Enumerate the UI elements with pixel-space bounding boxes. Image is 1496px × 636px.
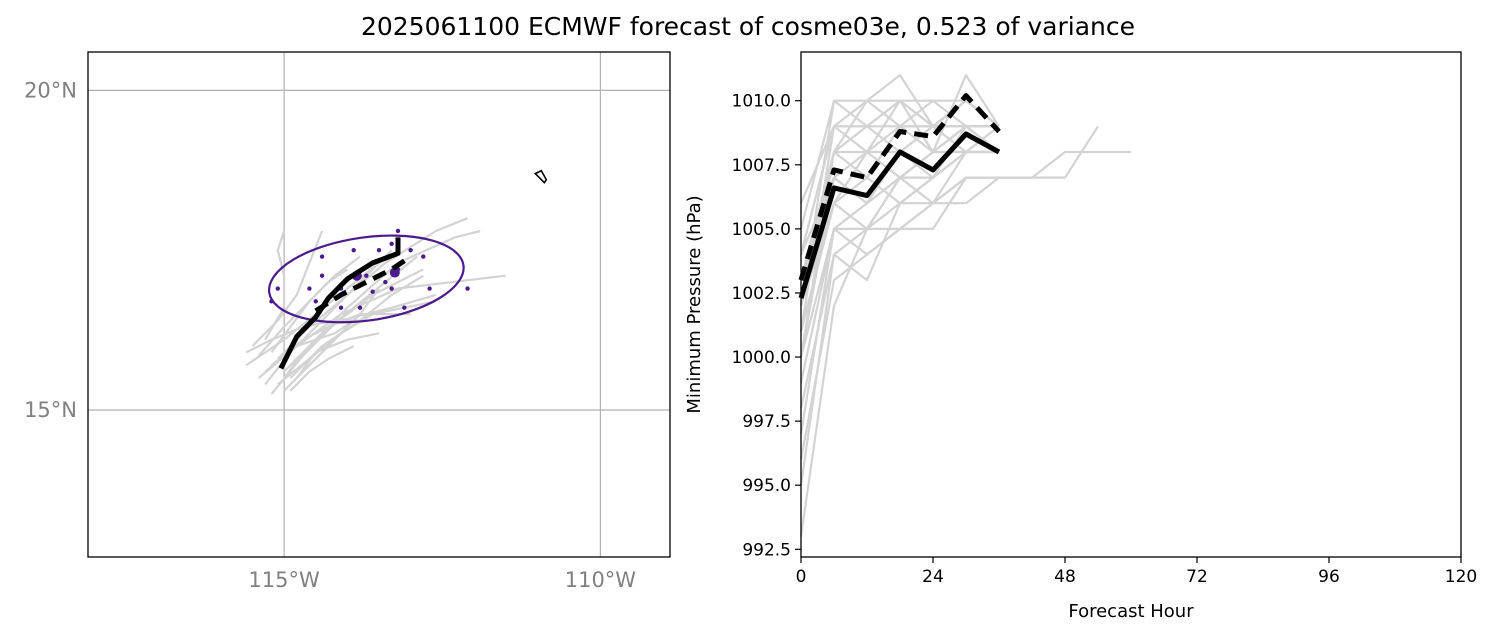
y-tick-label: 1007.5	[732, 156, 791, 176]
ensemble-position-dot	[275, 286, 280, 291]
x-tick-label: 24	[922, 567, 944, 587]
mean-position-marker	[389, 267, 400, 278]
pressure-frame	[800, 51, 1462, 558]
pressure-contour	[533, 169, 548, 184]
highlight-track-solid	[278, 237, 401, 370]
ensemble-position-dot	[357, 305, 363, 310]
pressure-panel: 0 24 48 72 96 120 992.5 995.0 997.5 1000.0 1002.5 1…	[684, 51, 1477, 622]
y-tick-label: 1005.0	[732, 220, 791, 240]
x-tick-label: 72	[1186, 567, 1208, 587]
ensemble-position-dot	[319, 273, 325, 278]
y-axis-label: Minimum Pressure (hPa)	[684, 195, 705, 413]
map-lon-label: 110°W	[565, 568, 637, 592]
ensemble-position-dot	[269, 299, 274, 304]
ensemble-position-dot	[370, 289, 375, 294]
ensemble-position-dot	[402, 305, 407, 310]
ensemble-pressure-line	[799, 99, 999, 255]
map-lat-label: 20°N	[24, 78, 77, 102]
ensemble-position-dot	[313, 299, 318, 304]
uncertainty-ellipse	[267, 234, 465, 324]
map-frame	[87, 51, 671, 558]
ensemble-track	[257, 255, 361, 357]
map-lon-label: 115°W	[248, 568, 320, 592]
map-panel: 115°W 110°W 15°N 20°N	[24, 51, 671, 592]
ensemble-position-dot	[395, 228, 401, 234]
mean-pressure-dashed	[798, 93, 1001, 281]
x-tick-label: 48	[1054, 567, 1076, 587]
ensemble-position-dot	[319, 254, 325, 259]
y-tick-label: 997.5	[742, 412, 791, 432]
ensemble-pressure-line	[799, 150, 966, 332]
ensemble-position-dot	[408, 247, 413, 253]
ensemble-track	[289, 345, 355, 392]
ensemble-pressure-line	[799, 177, 967, 537]
x-tick-label: 0	[796, 567, 807, 587]
ensemble-position-dot	[364, 273, 369, 278]
ensemble-track	[264, 230, 286, 341]
y-tick-label: 1000.0	[732, 348, 791, 368]
ensemble-position-dot	[389, 286, 394, 291]
map-lat-label: 15°N	[24, 398, 77, 422]
mean-track-dashed	[314, 254, 412, 314]
y-tick-label: 1002.5	[732, 284, 791, 304]
ensemble-position-dot	[427, 286, 432, 291]
y-tick-label: 995.0	[742, 476, 791, 496]
ensemble-track	[295, 332, 380, 379]
x-tick-label: 96	[1318, 567, 1340, 587]
y-tick-label: 1010.0	[732, 92, 791, 112]
ensemble-position-dot	[465, 286, 470, 291]
ensemble-position-dot	[383, 279, 388, 285]
ensemble-position-dot	[307, 286, 312, 291]
ensemble-position-dot	[389, 241, 394, 246]
x-axis-label: Forecast Hour	[1068, 601, 1194, 622]
ensemble-track	[251, 230, 324, 347]
ensemble-position-dot	[376, 247, 382, 253]
x-tick-label: 120	[1445, 567, 1477, 587]
figure-title: 2025061100 ECMWF forecast of cosme03e, 0…	[360, 12, 1136, 41]
ensemble-position-dot	[421, 254, 426, 259]
highlight-pressure-solid	[798, 131, 1001, 299]
ensemble-position-dot	[351, 247, 356, 253]
y-tick-label: 992.5	[742, 540, 791, 560]
ensemble-position-dot	[338, 305, 344, 310]
